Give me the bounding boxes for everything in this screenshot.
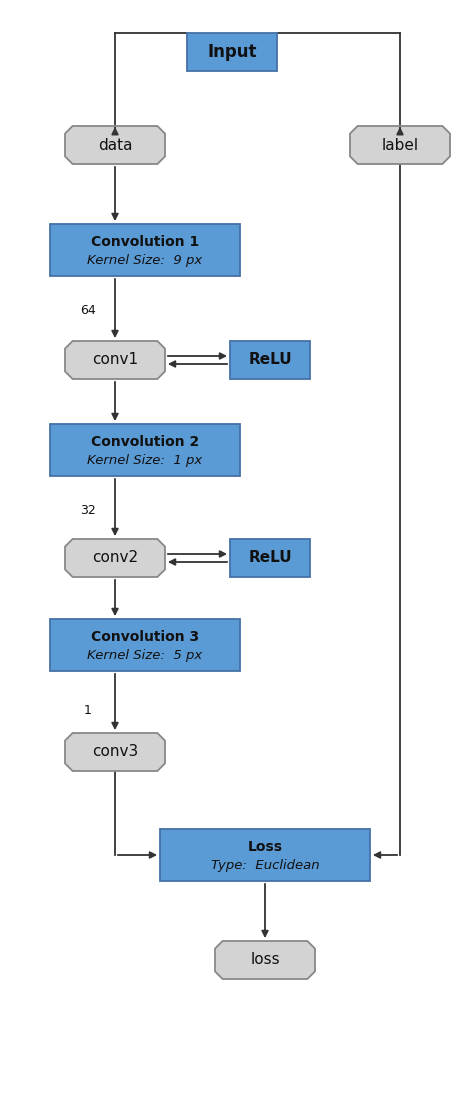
FancyBboxPatch shape — [50, 619, 239, 671]
Text: ReLU: ReLU — [248, 353, 291, 367]
Text: 32: 32 — [80, 503, 96, 517]
Polygon shape — [214, 941, 314, 979]
Text: Kernel Size:  1 px: Kernel Size: 1 px — [87, 454, 202, 467]
FancyBboxPatch shape — [230, 539, 309, 577]
Text: Loss: Loss — [247, 840, 282, 854]
Polygon shape — [65, 733, 165, 771]
FancyBboxPatch shape — [160, 829, 369, 881]
Text: Kernel Size:  9 px: Kernel Size: 9 px — [87, 254, 202, 267]
Text: conv3: conv3 — [92, 744, 138, 759]
Polygon shape — [65, 126, 165, 164]
Text: conv2: conv2 — [92, 551, 138, 566]
Text: conv1: conv1 — [92, 353, 138, 367]
Text: 64: 64 — [80, 303, 96, 317]
FancyBboxPatch shape — [187, 33, 276, 71]
Text: label: label — [381, 137, 418, 153]
FancyBboxPatch shape — [50, 424, 239, 476]
Text: Input: Input — [207, 43, 256, 62]
Text: ReLU: ReLU — [248, 551, 291, 566]
Text: Convolution 1: Convolution 1 — [91, 235, 199, 248]
Polygon shape — [349, 126, 449, 164]
Text: Kernel Size:  5 px: Kernel Size: 5 px — [87, 648, 202, 662]
Polygon shape — [65, 539, 165, 577]
Text: 1: 1 — [84, 703, 92, 717]
Text: Type:  Euclidean: Type: Euclidean — [210, 859, 319, 872]
Text: Convolution 3: Convolution 3 — [91, 630, 199, 644]
Text: loss: loss — [250, 953, 279, 967]
FancyBboxPatch shape — [230, 341, 309, 379]
Polygon shape — [65, 341, 165, 379]
FancyBboxPatch shape — [50, 224, 239, 276]
Text: data: data — [98, 137, 132, 153]
Text: Convolution 2: Convolution 2 — [91, 435, 199, 448]
